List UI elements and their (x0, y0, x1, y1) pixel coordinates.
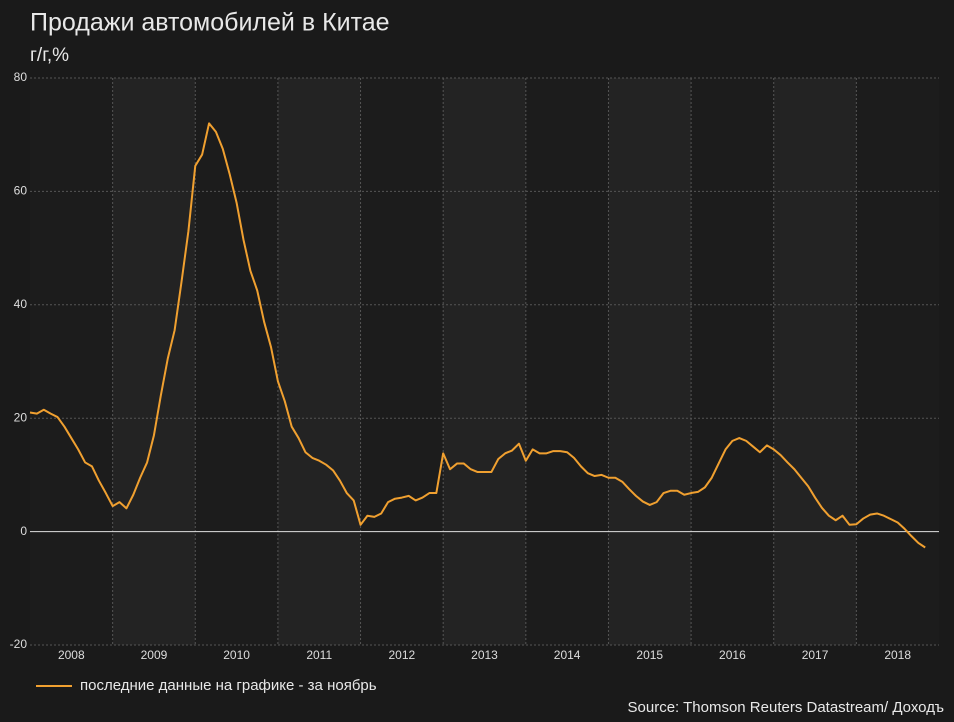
source-note: Source: Thomson Reuters Datastream/ Дохо… (628, 699, 944, 716)
year-band (525, 78, 609, 645)
chart-subtitle: г/г,% (30, 45, 69, 66)
x-tick-label: 2009 (141, 648, 168, 662)
legend-label: последние данные на графике - за ноябрь (80, 677, 377, 694)
year-band (277, 78, 361, 645)
y-tick-label: 0 (20, 524, 27, 538)
x-tick-label: 2013 (471, 648, 498, 662)
year-band (691, 78, 774, 645)
x-tick-label: 2018 (884, 648, 911, 662)
y-tick-label: 20 (14, 410, 28, 424)
x-tick-label: 2011 (306, 648, 332, 662)
year-band (773, 78, 857, 645)
year-band (443, 78, 526, 645)
x-tick-label: 2017 (802, 648, 829, 662)
x-tick-label: 2014 (554, 648, 581, 662)
year-band (360, 78, 444, 645)
year-band (856, 78, 939, 645)
x-tick-label: 2008 (58, 648, 85, 662)
data-line (29, 122, 926, 549)
x-tick-label: 2012 (389, 648, 416, 662)
y-tick-label: 60 (14, 184, 28, 198)
year-band (112, 78, 196, 645)
chart-title: Продажи автомобилей в Китае (30, 9, 390, 37)
x-tick-label: 2015 (636, 648, 663, 662)
x-tick-label: 2010 (223, 648, 250, 662)
year-bands (30, 78, 939, 645)
y-tick-label: 40 (14, 297, 28, 311)
year-band (195, 78, 278, 645)
y-tick-label: 80 (14, 70, 28, 84)
x-tick-label: 2016 (719, 648, 746, 662)
year-band (608, 78, 692, 645)
y-tick-label: -20 (10, 637, 28, 651)
year-band (30, 78, 113, 645)
